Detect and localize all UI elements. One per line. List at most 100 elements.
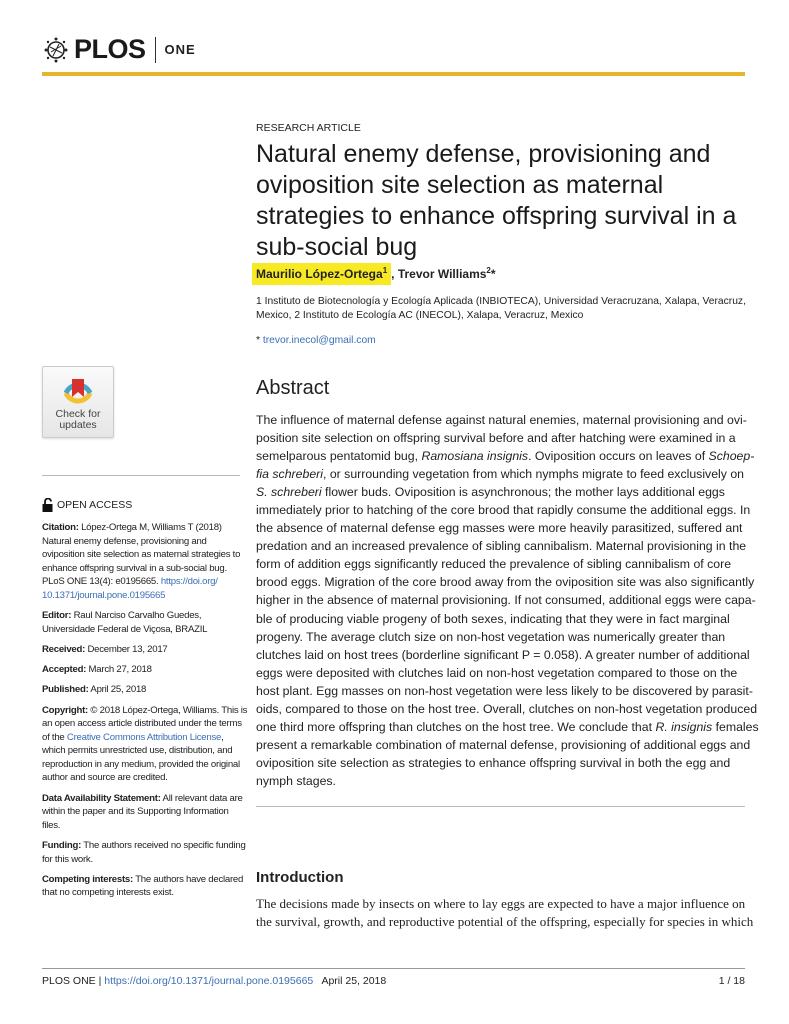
- sidebar-line: PLoS ONE 13(4): e0195665. https://doi.or…: [42, 575, 242, 589]
- doi-link[interactable]: https://doi.org/: [160, 576, 218, 588]
- affiliation-marker: 2: [486, 266, 491, 275]
- sidebar-block: Accepted: March 27, 2018: [42, 663, 242, 677]
- abstract-line: clutches laid on host trees (borderline …: [256, 646, 759, 664]
- field-text: April 25, 2018: [88, 684, 147, 696]
- sidebar-line: reproduction in any medium, provided the…: [42, 758, 242, 772]
- text-segment: host plant. Egg masses on non-host veget…: [256, 683, 753, 698]
- abstract-line: position site selection on offspring sur…: [256, 429, 759, 447]
- text-line: the survival, growth, and reproductive p…: [256, 914, 754, 929]
- check-for-updates-button[interactable]: Check for updates: [42, 366, 114, 438]
- abstract-line: predation and an increased prevalence of…: [256, 537, 759, 555]
- field-label: Citation:: [42, 522, 79, 533]
- field-text: December 13, 2017: [85, 643, 168, 655]
- field-text: © 2018 López-Ortega, Williams. This is: [88, 704, 248, 716]
- text-segment: . Oviposition occurs on leaves of: [528, 449, 709, 464]
- header-bar: [42, 72, 745, 76]
- title-line: oviposition site selection as maternal: [256, 171, 664, 199]
- abstract-line: fia schreberi, or surrounding vegetation…: [256, 465, 759, 483]
- footer-divider: [42, 968, 745, 969]
- field-text: López-Ortega M, Williams T (2018): [78, 522, 222, 533]
- sidebar-line: which permits unrestricted use, distribu…: [42, 744, 242, 758]
- affiliation-line: 1 Instituto de Biotecnología y Ecología …: [256, 296, 746, 307]
- field-text: The authors received no specific funding: [81, 840, 246, 852]
- abstract-line: present a remarkable combination of mate…: [256, 736, 759, 754]
- text-segment: the absence of maternal defense egg mass…: [256, 521, 743, 536]
- article-title: Natural enemy defense, provisioning and …: [256, 139, 746, 263]
- sidebar-line: oviposition site selection as maternal s…: [42, 548, 242, 562]
- logo-divider: [154, 36, 156, 63]
- open-access-badge: OPEN ACCESS: [42, 498, 132, 512]
- email-link[interactable]: trevor.inecol@gmail.com: [262, 335, 376, 346]
- plos-one-logo[interactable]: PLOS ONE: [42, 34, 196, 65]
- separator: ,: [391, 267, 395, 281]
- text-segment: immediately prior to hatching of the cor…: [256, 503, 751, 518]
- license-link[interactable]: Creative Commons Attribution License: [66, 731, 222, 743]
- email-marker: *: [256, 335, 263, 346]
- text-segment: clutches laid on host trees (borderline …: [256, 647, 750, 662]
- text-segment: flower buds. Oviposition is asynchronous…: [321, 485, 725, 500]
- field-text: All relevant data are: [160, 792, 243, 804]
- footer-doi-link[interactable]: https://doi.org/10.1371/journal.pone.019…: [104, 975, 314, 987]
- field-text: March 27, 2018: [86, 664, 152, 676]
- affiliations: 1 Instituto de Biotecnología y Ecología …: [256, 295, 746, 323]
- field-text: author and source are credited.: [42, 772, 168, 784]
- field-text: enhance offspring survival in a sub-soci…: [42, 562, 227, 574]
- check-updates-label: Check for updates: [43, 409, 113, 431]
- author[interactable]: Trevor Williams2*: [398, 266, 496, 281]
- title-line: Natural enemy defense, provisioning and: [256, 140, 711, 168]
- sidebar-line: 10.1371/journal.pone.0195665: [42, 589, 242, 603]
- field-label: Published:: [42, 684, 89, 696]
- author-list: Maurilio López-Ortega1, Trevor Williams2…: [252, 263, 496, 285]
- sidebar-line: Accepted: March 27, 2018: [42, 663, 242, 677]
- field-text: Natural enemy defense, provisioning and: [42, 535, 207, 547]
- field-text: within the paper and its Supporting Info…: [42, 806, 229, 818]
- author-name: Maurilio López-Ortega: [256, 267, 383, 281]
- sidebar-line: Citation: López-Ortega M, Williams T (20…: [42, 521, 242, 535]
- text-segment: semelparous pentatomid bug,: [256, 449, 422, 464]
- field-label: Data Availability Statement:: [42, 792, 161, 804]
- text-segment: eggs were deposited with clutches laid o…: [256, 665, 738, 680]
- abstract-line: brood eggs. Migration of the core brood …: [256, 573, 759, 591]
- abstract-line: S. schreberi flower buds. Oviposition is…: [256, 483, 759, 501]
- field-text: that no competing interests exist.: [42, 887, 174, 899]
- check-updates-icon: [63, 379, 93, 404]
- sidebar-divider: [42, 475, 240, 476]
- brand-name: PLOS: [74, 34, 146, 64]
- section-divider: [256, 806, 745, 807]
- author-highlighted[interactable]: Maurilio López-Ortega1: [252, 263, 392, 285]
- doi-link[interactable]: 10.1371/journal.pone.0195665: [42, 589, 166, 601]
- sidebar-line: that no competing interests exist.: [42, 886, 242, 900]
- field-text: files.: [42, 819, 61, 831]
- sidebar-line: Universidade Federal de Viçosa, BRAZIL: [42, 623, 242, 637]
- abstract-line: immediately prior to hatching of the cor…: [256, 501, 759, 519]
- abstract-line: eggs were deposited with clutches laid o…: [256, 664, 759, 682]
- sidebar-line: an open access article distributed under…: [42, 717, 242, 731]
- text-segment: predation and an increased prevalence of…: [256, 539, 747, 554]
- abstract-line: oids, compared to those on the host tree…: [256, 700, 759, 718]
- sidebar-block: Funding: The authors received no specifi…: [42, 839, 246, 866]
- sidebar-block: Copyright: © 2018 López-Ortega, Williams…: [42, 704, 247, 786]
- field-label: Accepted:: [42, 664, 87, 676]
- text-segment: form of addition eggs significantly redu…: [256, 557, 732, 572]
- abstract-line: one third more offspring than clutches o…: [256, 718, 759, 736]
- text-segment: one third more offspring than clutches o…: [256, 719, 656, 734]
- text-segment: nymph stages.: [256, 773, 336, 788]
- field-text: The authors have declared: [132, 873, 244, 885]
- field-label: Funding:: [42, 840, 82, 852]
- sidebar-line: Copyright: © 2018 López-Ortega, Williams…: [42, 704, 247, 718]
- field-text: for this work.: [42, 853, 93, 865]
- sidebar-line: enhance offspring survival in a sub-soci…: [42, 562, 242, 576]
- sidebar-line: Competing interests: The authors have de…: [42, 873, 244, 887]
- sidebar-block: Competing interests: The authors have de…: [42, 873, 244, 900]
- sidebar-block: Published: April 25, 2018: [42, 683, 242, 697]
- sidebar-line: Funding: The authors received no specifi…: [42, 839, 246, 853]
- sidebar-block: Received: December 13, 2017: [42, 643, 242, 657]
- title-line: strategies to enhance offspring survival…: [256, 202, 737, 230]
- journal-name: ONE: [164, 42, 196, 57]
- field-text: PLoS ONE 13(4): e0195665.: [42, 576, 161, 588]
- text-segment: , or surrounding vegetation from which n…: [322, 467, 745, 482]
- text-segment: brood eggs. Migration of the core brood …: [256, 575, 755, 590]
- sidebar-block: Citation: López-Ortega M, Williams T (20…: [42, 521, 242, 603]
- abstract-line: The influence of maternal defense agains…: [256, 411, 759, 429]
